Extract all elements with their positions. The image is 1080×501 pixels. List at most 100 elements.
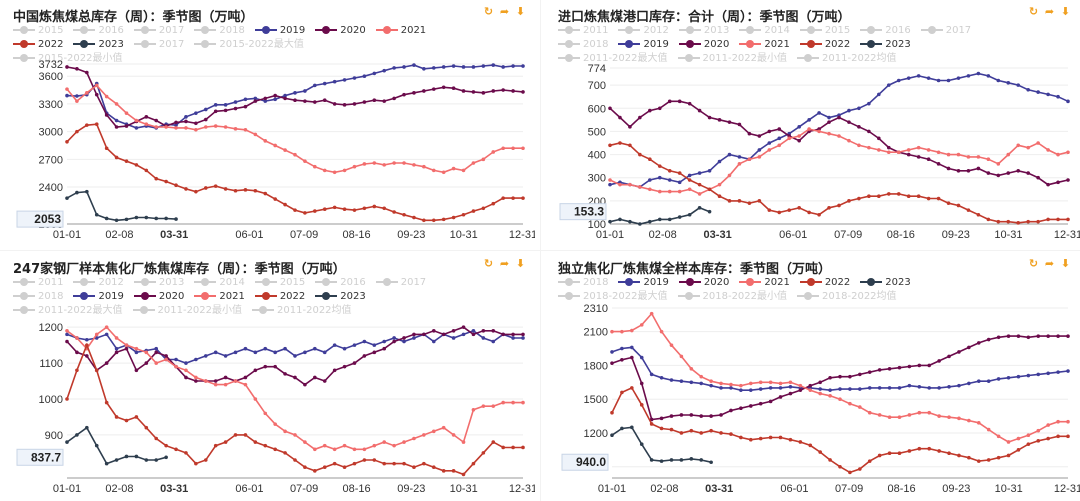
x-tick-label: 06-01 xyxy=(235,229,263,241)
legend-item-2021[interactable]: 2021 xyxy=(375,24,426,38)
download-icon[interactable]: ⬇ xyxy=(515,6,526,18)
refresh-icon[interactable]: ↻ xyxy=(1028,258,1039,270)
data-point-2020 xyxy=(709,414,713,418)
legend-item-2021[interactable]: 2021 xyxy=(739,38,790,52)
legend-item-2018[interactable]: 2018 xyxy=(13,290,63,304)
x-tick-label: 06-01 xyxy=(235,483,263,495)
legend-item-2013[interactable]: 2013 xyxy=(133,276,184,290)
share-icon[interactable]: ➦ xyxy=(499,6,510,18)
legend-item-2022[interactable]: 2022 xyxy=(799,38,851,52)
legend-item-2014[interactable]: 2014 xyxy=(739,24,790,38)
legend-item-2011[interactable]: 2011 xyxy=(13,276,63,290)
x-tick-label: 10-31 xyxy=(995,483,1023,495)
legend-marker-icon xyxy=(618,40,641,48)
refresh-icon[interactable]: ↻ xyxy=(483,6,494,18)
share-icon[interactable]: ➦ xyxy=(1044,258,1055,270)
data-point-2020 xyxy=(243,375,248,380)
download-icon[interactable]: ⬇ xyxy=(1060,6,1071,18)
legend-item-2018-2022均值[interactable]: 2018-2022均值 xyxy=(797,290,897,304)
legend-marker-icon xyxy=(194,278,217,286)
refresh-icon[interactable]: ↻ xyxy=(483,258,494,270)
legend-item-2015[interactable]: 2015 xyxy=(254,276,305,290)
legend-item-2015-2022最大值[interactable]: 2015-2022最大值 xyxy=(194,38,304,52)
legend-item-2019[interactable]: 2019 xyxy=(618,38,669,52)
legend-item-2011-2022最小值[interactable]: 2011-2022最小值 xyxy=(132,304,242,318)
data-point-2019 xyxy=(352,76,357,80)
legend-item-2018-2022最小值[interactable]: 2018-2022最小值 xyxy=(677,290,787,304)
data-point-2020 xyxy=(134,368,139,373)
legend-item-2017[interactable]: 2017 xyxy=(920,24,971,38)
legend-item-2016[interactable]: 2016 xyxy=(73,24,124,38)
legend-label: 2018-2022最大值 xyxy=(583,291,668,302)
data-point-2022 xyxy=(648,157,652,161)
download-icon[interactable]: ⬇ xyxy=(1060,258,1071,270)
legend-item-2011-2022均值[interactable]: 2011-2022均值 xyxy=(252,304,352,318)
data-point-2023 xyxy=(154,458,159,462)
legend-item-2023[interactable]: 2023 xyxy=(860,276,911,290)
legend-label: 2022 xyxy=(824,39,851,50)
legend-item-2014[interactable]: 2014 xyxy=(194,276,245,290)
legend-item-2020[interactable]: 2020 xyxy=(133,290,184,304)
legend-item-2017[interactable]: 2017 xyxy=(375,276,426,290)
legend-item-2022[interactable]: 2022 xyxy=(254,290,305,304)
legend-item-2022[interactable]: 2022 xyxy=(13,38,63,52)
share-icon[interactable]: ➦ xyxy=(1044,6,1055,18)
data-point-2019 xyxy=(687,173,692,178)
legend-item-2022[interactable]: 2022 xyxy=(799,276,850,290)
legend-item-2023[interactable]: 2023 xyxy=(315,290,366,304)
legend-item-2023[interactable]: 2023 xyxy=(860,38,911,52)
legend-item-2019[interactable]: 2019 xyxy=(73,290,124,304)
legend-marker-icon xyxy=(799,40,822,48)
data-point-2023 xyxy=(657,217,662,222)
x-tick-label: 07-09 xyxy=(835,483,863,495)
data-point-2020 xyxy=(848,374,852,379)
legend-item-2019[interactable]: 2019 xyxy=(618,276,669,290)
legend-item-2021[interactable]: 2021 xyxy=(194,290,245,304)
legend-item-2015[interactable]: 2015 xyxy=(13,24,63,38)
legend-item-2018-2022最大值[interactable]: 2018-2022最大值 xyxy=(558,290,668,304)
legend-item-2020[interactable]: 2020 xyxy=(678,276,729,290)
legend-item-2021[interactable]: 2021 xyxy=(739,276,790,290)
data-point-2021 xyxy=(283,148,287,152)
legend-item-2018[interactable]: 2018 xyxy=(194,24,245,38)
legend-item-2016[interactable]: 2016 xyxy=(315,276,366,290)
data-point-2019 xyxy=(648,178,652,182)
legend-item-2012[interactable]: 2012 xyxy=(618,24,669,38)
legend-item-2015-2022最小值[interactable]: 2015-2022最小值 xyxy=(13,52,123,66)
legend-item-2011-2022最大值[interactable]: 2011-2022最大值 xyxy=(13,304,123,318)
legend-item-2013[interactable]: 2013 xyxy=(678,24,729,38)
data-point-2022 xyxy=(1036,439,1041,443)
data-point-2022 xyxy=(144,425,149,430)
legend-item-2017[interactable]: 2017 xyxy=(133,38,184,52)
data-point-2022 xyxy=(501,196,505,200)
legend-item-2017[interactable]: 2017 xyxy=(133,24,184,38)
legend-item-2019[interactable]: 2019 xyxy=(254,24,305,38)
data-point-2022 xyxy=(986,217,991,222)
legend-item-2020[interactable]: 2020 xyxy=(678,38,729,52)
data-point-2019 xyxy=(709,383,713,388)
data-point-2020 xyxy=(620,357,624,362)
y-tick-label: 1200 xyxy=(39,322,63,334)
legend-item-2011-2022最大值[interactable]: 2011-2022最大值 xyxy=(558,52,668,66)
data-point-2020 xyxy=(65,339,69,344)
legend-item-2011[interactable]: 2011 xyxy=(558,24,608,38)
legend-item-2011-2022最小值[interactable]: 2011-2022最小值 xyxy=(677,52,787,66)
data-point-2019 xyxy=(729,386,733,390)
share-icon[interactable]: ➦ xyxy=(499,258,510,270)
data-point-2019 xyxy=(1066,369,1070,373)
legend-item-2020[interactable]: 2020 xyxy=(315,24,366,38)
x-tick-label: 03-31 xyxy=(704,229,732,241)
download-icon[interactable]: ⬇ xyxy=(515,258,526,270)
legend-item-2012[interactable]: 2012 xyxy=(73,276,124,290)
legend-item-2015[interactable]: 2015 xyxy=(799,24,850,38)
legend-item-2016[interactable]: 2016 xyxy=(860,24,911,38)
data-point-2022 xyxy=(422,218,426,223)
refresh-icon[interactable]: ↻ xyxy=(1028,6,1039,18)
legend-item-2023[interactable]: 2023 xyxy=(73,38,124,52)
legend-item-2011-2022均值[interactable]: 2011-2022均值 xyxy=(797,52,897,66)
legend-item-2018[interactable]: 2018 xyxy=(558,276,608,290)
data-point-2019 xyxy=(362,74,367,78)
data-point-2023 xyxy=(677,215,682,219)
last-value-badge xyxy=(559,203,607,221)
legend-item-2018[interactable]: 2018 xyxy=(558,38,608,52)
